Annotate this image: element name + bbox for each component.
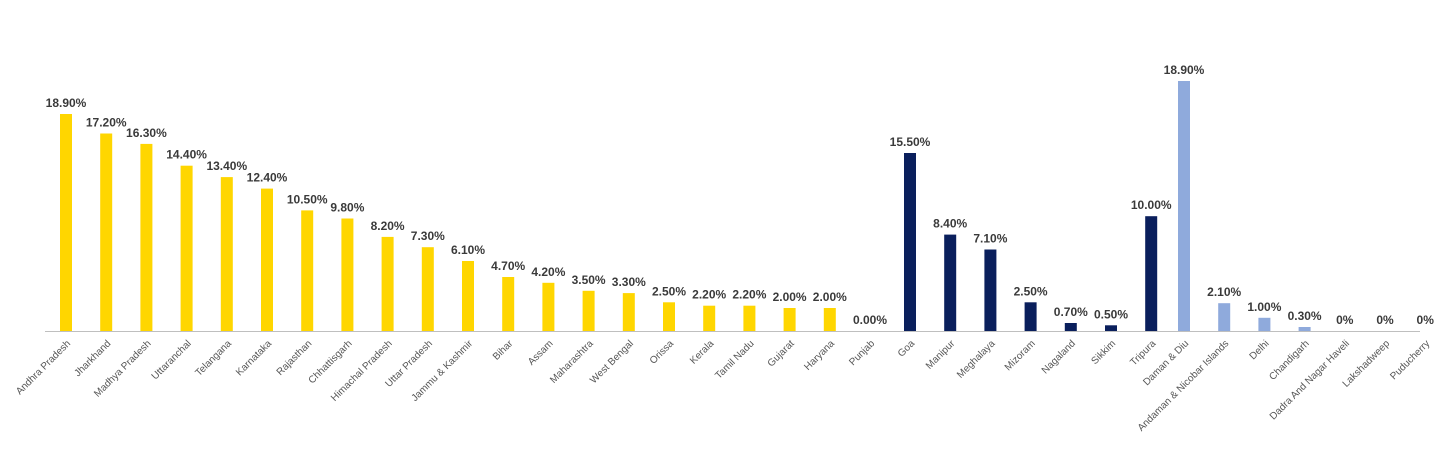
category-label: Tamil Nadu [713, 338, 756, 381]
bar [783, 308, 796, 331]
bar [1258, 317, 1271, 331]
data-label: 0% [1376, 313, 1394, 327]
category-label: Assam [526, 338, 555, 367]
data-label: 0% [1417, 313, 1435, 327]
category-label: Gujarat [766, 338, 797, 369]
data-label: 8.40% [933, 217, 967, 231]
bar [703, 305, 716, 331]
bar [823, 308, 836, 331]
bar [381, 236, 394, 331]
bar [984, 249, 997, 331]
data-label: 16.30% [126, 126, 167, 140]
bar [140, 143, 153, 331]
data-label: 0.30% [1288, 309, 1322, 323]
bar [542, 282, 555, 331]
data-label: 4.70% [491, 259, 525, 273]
data-label: 2.20% [692, 288, 726, 302]
data-label: 0.00% [853, 313, 887, 327]
category-label: Punjab [847, 338, 877, 368]
data-label: 2.00% [813, 290, 847, 304]
bar [1105, 325, 1117, 331]
data-label: 7.10% [973, 232, 1007, 246]
bar [220, 177, 233, 331]
bar [663, 302, 675, 331]
data-label: 0.70% [1054, 305, 1088, 319]
bar [180, 165, 193, 331]
bar [944, 234, 957, 331]
category-label: Uttaranchal [150, 338, 194, 382]
bar [301, 210, 314, 331]
data-label: 0.50% [1094, 307, 1128, 321]
bar [1178, 81, 1190, 331]
category-label: Orissa [648, 338, 677, 367]
bar [261, 188, 273, 331]
data-label: 7.30% [411, 229, 445, 243]
data-label: 18.90% [46, 96, 87, 110]
bar [462, 261, 474, 331]
data-label: 13.40% [206, 159, 247, 173]
data-label: 6.10% [451, 243, 485, 257]
bar [60, 114, 72, 331]
data-label: 1.00% [1247, 300, 1281, 314]
data-label: 18.90% [1164, 63, 1205, 77]
category-label: Delhi [1248, 338, 1272, 362]
category-label: Nagaland [1040, 338, 1078, 376]
bar [1024, 302, 1037, 331]
category-label: Karnataka [234, 338, 274, 378]
category-label: Mizoram [1003, 338, 1038, 373]
data-label: 10.00% [1131, 198, 1172, 212]
bar [1218, 303, 1231, 331]
category-label: Kerala [688, 338, 717, 367]
category-label: Dadra And Nagar Haveli [1268, 338, 1352, 422]
category-label: Meghalaya [955, 338, 998, 381]
bar [743, 305, 756, 331]
data-label: 3.50% [572, 273, 606, 287]
bar [100, 133, 113, 331]
category-label: Jharkhand [73, 338, 114, 379]
data-label: 17.20% [86, 116, 127, 130]
bar [341, 218, 354, 331]
data-label: 2.20% [732, 288, 766, 302]
bar [1064, 323, 1077, 331]
category-label: Bihar [491, 338, 516, 363]
data-label: 2.10% [1207, 285, 1241, 299]
bar [622, 293, 635, 331]
data-label: 8.20% [371, 219, 405, 233]
data-label: 4.20% [531, 265, 565, 279]
data-label: 15.50% [890, 135, 931, 149]
category-label: Telangana [194, 338, 235, 379]
category-label: Manipur [924, 338, 958, 372]
category-label: Andhra Pradesh [14, 338, 73, 397]
bar [502, 277, 515, 331]
data-label: 2.00% [773, 290, 807, 304]
bar [1298, 327, 1311, 331]
category-label: Tripura [1128, 338, 1158, 368]
category-label: Puducherry [1388, 338, 1432, 382]
data-label: 2.50% [652, 284, 686, 298]
data-label: 9.80% [330, 201, 364, 215]
category-label: Haryana [802, 338, 837, 373]
bar [904, 153, 916, 331]
category-label: Rajasthan [275, 338, 315, 378]
bar [1145, 216, 1158, 331]
data-label: 10.50% [287, 192, 328, 206]
data-label: 2.50% [1014, 284, 1048, 298]
data-label: 12.40% [247, 171, 288, 185]
category-label: West Bengal [588, 338, 636, 386]
category-label: Sikkim [1090, 338, 1119, 367]
data-label: 0% [1336, 313, 1354, 327]
bar [582, 290, 595, 331]
category-label: Goa [896, 338, 917, 359]
data-label: 14.40% [166, 148, 207, 162]
data-label: 3.30% [612, 275, 646, 289]
bar [421, 247, 434, 331]
